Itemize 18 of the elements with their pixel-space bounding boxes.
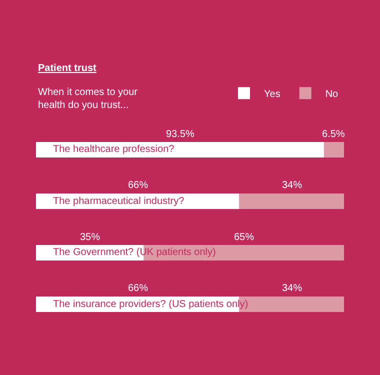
y-tick-label: The pharmaceutical industry?: [53, 196, 185, 207]
data-label: 6.5%: [322, 129, 345, 140]
bar: [324, 142, 344, 158]
data-label: 35%: [80, 232, 100, 243]
legend-label: Yes: [264, 89, 280, 100]
y-tick-label: The insurance providers? (US patients only): [53, 299, 248, 310]
legend-label: No: [325, 89, 339, 100]
data-label: 93.5%: [166, 129, 194, 140]
chart-title: Patient trust: [38, 63, 98, 74]
chart-subtitle: When it comes to your health do you trust...: [38, 87, 138, 111]
y-tick-label: The healthcare profession?: [53, 144, 175, 155]
bar: [239, 194, 344, 209]
data-label: 34%: [282, 283, 302, 294]
data-label: 65%: [234, 232, 254, 243]
data-label: 66%: [128, 283, 148, 294]
bar: [36, 142, 324, 158]
data-label: 34%: [282, 180, 302, 191]
data-label: 66%: [128, 180, 148, 191]
